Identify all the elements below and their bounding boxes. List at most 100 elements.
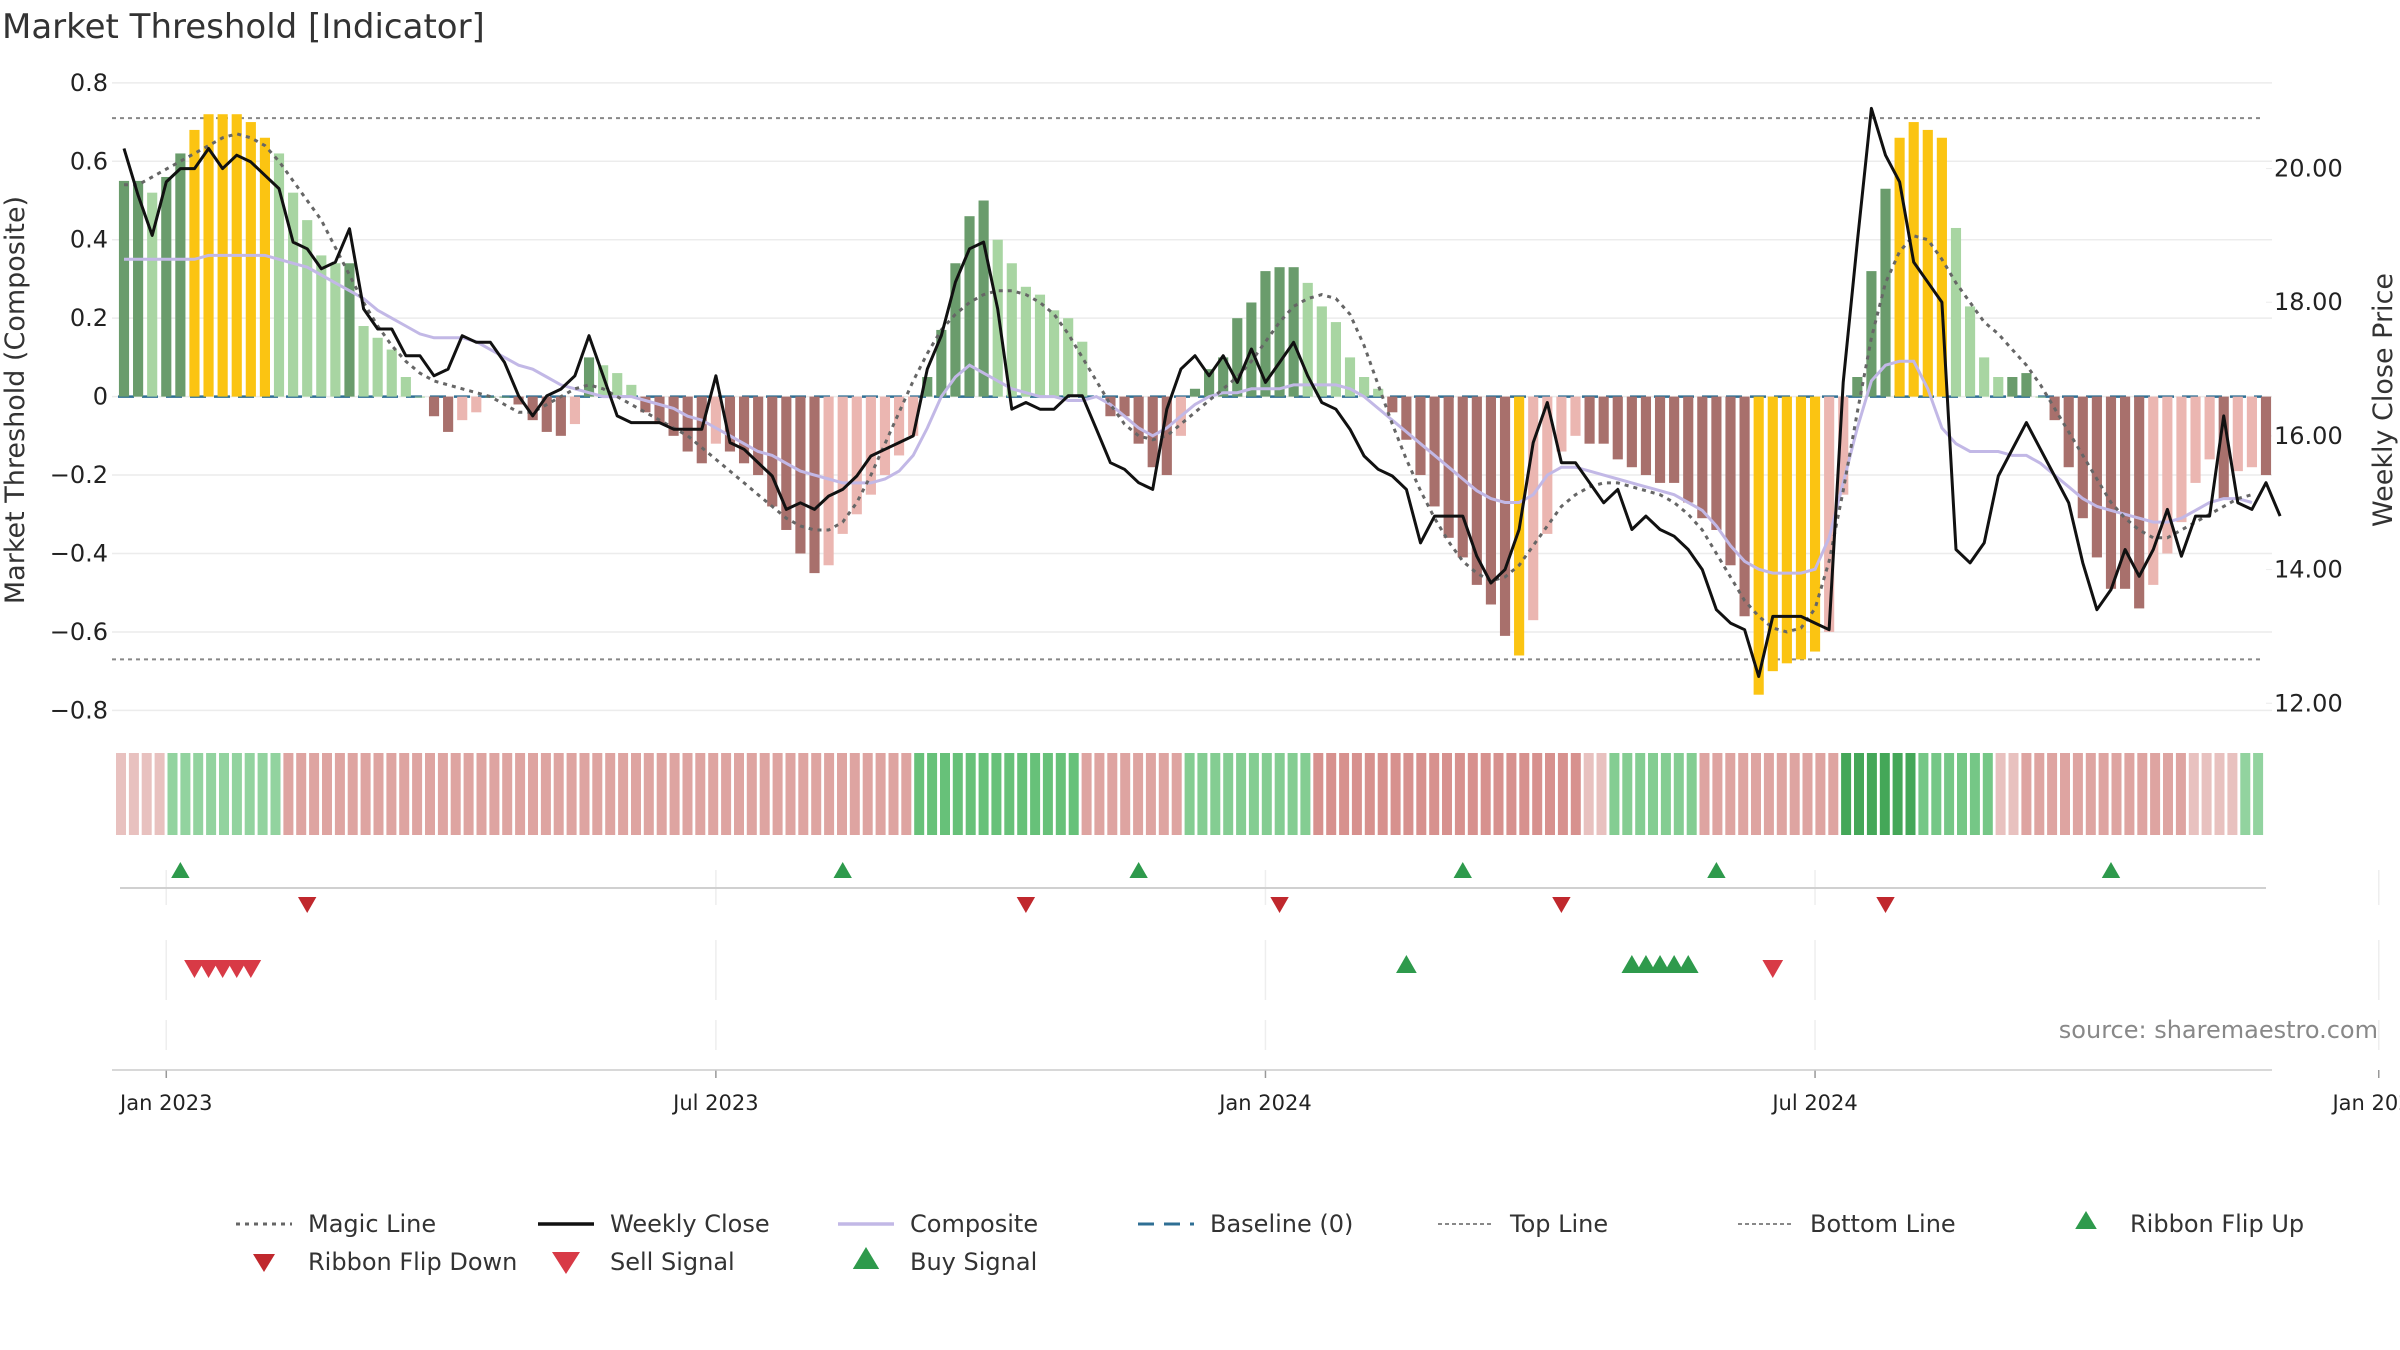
composite-bar [1119, 396, 1130, 417]
legend-item: Ribbon Flip Up [2075, 1210, 2304, 1238]
composite-bar [569, 396, 581, 425]
composite-bar [809, 396, 820, 574]
composite-bar [1161, 396, 1172, 476]
y-tick-label: −0.8 [50, 696, 108, 724]
ribbon-cell [399, 753, 410, 835]
ribbon-cell [643, 753, 654, 835]
ribbon-cell [1261, 753, 1272, 835]
composite-bar [2134, 396, 2145, 609]
ribbon-cell [322, 753, 332, 835]
ribbon-cell [476, 753, 487, 835]
composite-bar [400, 377, 411, 397]
ribbon-flip-down-marker [1552, 897, 1571, 913]
ribbon-cell [798, 753, 809, 835]
ribbon-cell [1648, 753, 1658, 835]
composite-bar [1669, 396, 1680, 483]
composite-bar [626, 384, 637, 397]
ribbon-cell [901, 753, 912, 835]
ribbon-cell [1519, 753, 1530, 835]
ribbon-cell [1493, 753, 1504, 835]
composite-bar [1077, 341, 1088, 397]
legend-label: Baseline (0) [1210, 1210, 1353, 1238]
legend-label: Bottom Line [1810, 1210, 1956, 1238]
composite-bar [527, 396, 538, 421]
composite-bar [1598, 396, 1609, 444]
ribbon-cell [1107, 753, 1118, 835]
composite-bar [823, 396, 834, 566]
ribbon-cell [1158, 753, 1169, 835]
ribbon-cell [2227, 753, 2238, 835]
ribbon-cell [1506, 753, 1517, 835]
composite-bar [1556, 396, 1567, 452]
sell-signal-marker [1762, 960, 1784, 978]
composite-bar [2021, 373, 2032, 397]
composite-bar [1485, 396, 1497, 605]
legend-item: Baseline (0) [1138, 1210, 1353, 1238]
ribbon-cell [1248, 753, 1259, 835]
buy-signal-marker [1396, 955, 1417, 973]
composite-bar [1049, 310, 1060, 397]
sell-signal-marker [198, 960, 219, 978]
x-tick-label: Jan 2024 [1217, 1091, 1312, 1115]
ribbon-cell [1635, 753, 1646, 835]
composite-bar [640, 396, 651, 413]
composite-bar [358, 326, 369, 397]
legend-label: Composite [910, 1210, 1038, 1238]
ribbon-cell [785, 753, 796, 835]
composite-bar [2162, 396, 2173, 554]
ribbon-cell [1171, 753, 1182, 835]
legend-swatch [253, 1254, 275, 1272]
composite-bar [1359, 377, 1370, 397]
ribbon-cell [888, 753, 899, 835]
composite-bar [1415, 396, 1426, 476]
composite-bar [541, 396, 552, 432]
y-tick-label: 0.8 [70, 69, 108, 97]
composite-bar [1880, 188, 1891, 397]
ribbon-cell [206, 753, 217, 835]
ribbon-cell [2021, 753, 2032, 835]
ribbon-cell [2175, 753, 2186, 835]
sell-signal-marker [240, 960, 262, 978]
y2-tick-label: 14.00 [2274, 556, 2343, 584]
ribbon-cell [849, 753, 860, 835]
legend-label: Top Line [1509, 1210, 1608, 1238]
ribbon-cell [1274, 753, 1285, 835]
composite-bar [1288, 267, 1299, 397]
ribbon-cell [1944, 753, 1955, 835]
ribbon-cell [656, 753, 667, 835]
composite-bar [1274, 267, 1285, 397]
ribbon-cell [1918, 753, 1929, 835]
ribbon-cell [463, 753, 474, 835]
x-axis-ticks: Jan 2023 Jul 2023 Jan 2024 Jul 2024 Jan 2025… [112, 1069, 2400, 1115]
composite-bar [1654, 396, 1666, 483]
composite-bar [2218, 396, 2229, 499]
ribbon-cell [824, 753, 835, 835]
ribbon-cell [837, 753, 847, 835]
ribbon-cell [244, 753, 255, 835]
y2-axis-ticks: 20.00 18.00 16.00 14.00 12.00 [2274, 155, 2343, 718]
composite-bar [161, 176, 172, 397]
ribbon-cell [631, 753, 641, 835]
y2-tick-label: 16.00 [2274, 422, 2343, 450]
composite-bar [471, 396, 482, 413]
x-tick-label: Jan 2025 [2330, 1091, 2400, 1115]
buy-signal-marker [1649, 955, 1671, 973]
composite-bar [1218, 357, 1229, 397]
ribbon-cell [1145, 753, 1156, 835]
composite-bar [1570, 396, 1581, 436]
signal-panels [120, 862, 2266, 978]
composite-bar [1260, 271, 1271, 397]
composite-bar [1133, 396, 1144, 444]
composite-bar [1020, 286, 1031, 397]
ribbon-cell [1364, 753, 1375, 835]
composite-bar [2204, 396, 2215, 460]
ribbon-cell [2214, 753, 2225, 835]
ribbon-cell [283, 753, 294, 835]
y-tick-label: 0.2 [70, 304, 108, 332]
legend-swatch [552, 1252, 580, 1274]
composite-bar [1204, 369, 1215, 397]
grid-lines [112, 82, 2380, 1050]
ribbon-cell [2047, 753, 2058, 835]
legend-label: Sell Signal [610, 1248, 735, 1276]
